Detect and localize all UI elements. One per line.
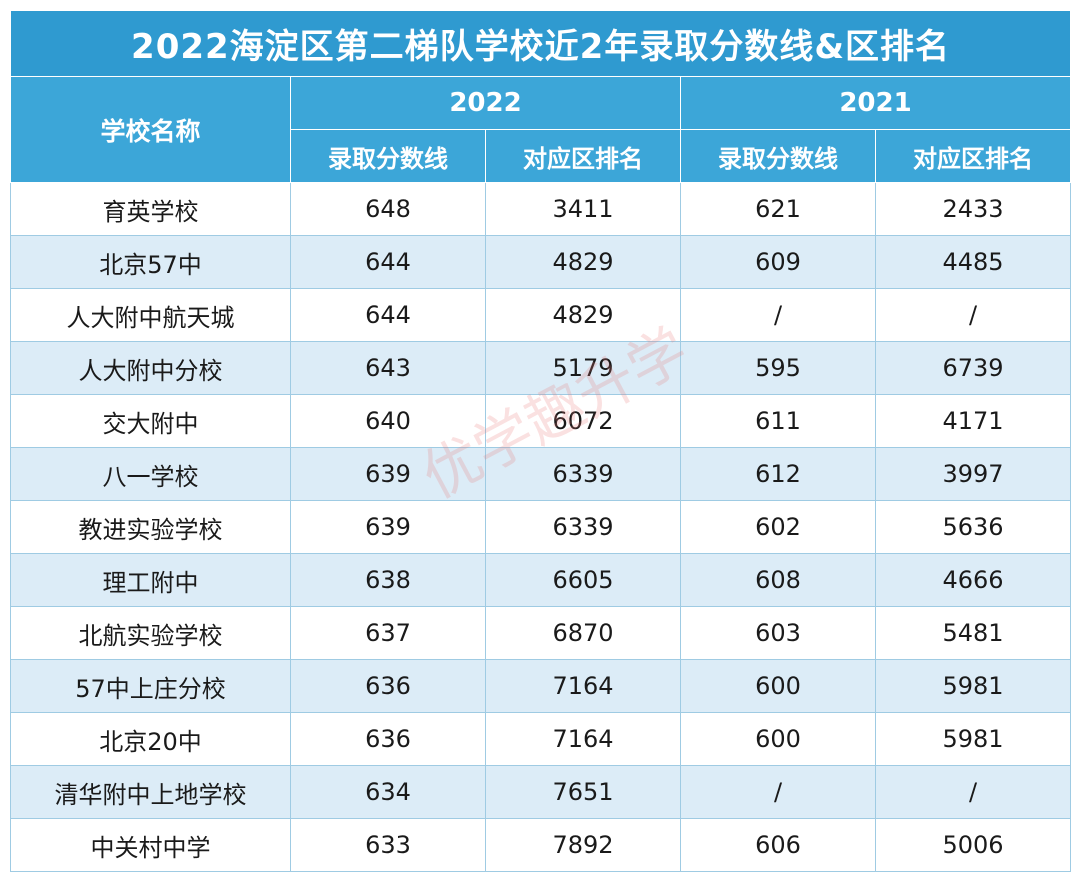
cell-school: 八一学校 [10, 447, 291, 501]
cell-score-2022: 648 [290, 182, 486, 236]
cell-school: 清华附中上地学校 [10, 765, 291, 819]
cell-rank-2021: 5981 [874, 659, 1072, 713]
cell-rank-2022: 6072 [485, 394, 681, 448]
header-score-2022: 录取分数线 [290, 129, 486, 183]
cell-score-2022: 638 [290, 553, 486, 607]
cell-school: 北航实验学校 [10, 606, 291, 660]
cell-rank-2021: 4171 [874, 394, 1072, 448]
cell-school: 理工附中 [10, 553, 291, 607]
header-year-2022: 2022 [290, 76, 681, 130]
cell-rank-2022: 4829 [485, 288, 681, 342]
score-table-sheet: 2022海淀区第二梯队学校近2年录取分数线&区排名 学校名称 2022 2021… [9, 10, 1072, 872]
cell-score-2022: 644 [290, 288, 486, 342]
cell-score-2021: 606 [680, 818, 876, 872]
cell-school: 教进实验学校 [10, 500, 291, 554]
table-row: 育英学校 648 3411 621 2433 [10, 182, 1072, 236]
cell-school: 北京20中 [10, 712, 291, 766]
cell-score-2022: 636 [290, 659, 486, 713]
cell-score-2021: 609 [680, 235, 876, 289]
header-school-name: 学校名称 [10, 76, 291, 183]
table-row: 交大附中 640 6072 611 4171 [10, 394, 1072, 448]
cell-rank-2022: 4829 [485, 235, 681, 289]
cell-score-2021: 612 [680, 447, 876, 501]
cell-rank-2022: 7164 [485, 712, 681, 766]
cell-school: 人大附中航天城 [10, 288, 291, 342]
cell-rank-2021: 5481 [874, 606, 1072, 660]
cell-school: 中关村中学 [10, 818, 291, 872]
cell-rank-2021: / [874, 288, 1072, 342]
cell-rank-2021: 4485 [874, 235, 1072, 289]
cell-school: 57中上庄分校 [10, 659, 291, 713]
table-row: 八一学校 639 6339 612 3997 [10, 447, 1072, 501]
cell-rank-2022: 3411 [485, 182, 681, 236]
cell-score-2022: 636 [290, 712, 486, 766]
table-row: 北京57中 644 4829 609 4485 [10, 235, 1072, 289]
table-row: 中关村中学 633 7892 606 5006 [10, 818, 1072, 872]
cell-score-2021: / [680, 288, 876, 342]
cell-rank-2022: 6605 [485, 553, 681, 607]
cell-score-2022: 643 [290, 341, 486, 395]
cell-rank-2022: 7892 [485, 818, 681, 872]
score-table: 2022海淀区第二梯队学校近2年录取分数线&区排名 学校名称 2022 2021… [9, 10, 1072, 872]
header-rank-2022: 对应区排名 [485, 129, 681, 183]
cell-rank-2022: 6339 [485, 500, 681, 554]
table-title: 2022海淀区第二梯队学校近2年录取分数线&区排名 [9, 10, 1072, 77]
header-score-2021: 录取分数线 [680, 129, 876, 183]
cell-score-2022: 639 [290, 500, 486, 554]
cell-score-2021: 603 [680, 606, 876, 660]
cell-rank-2021: 6739 [874, 341, 1072, 395]
cell-school: 北京57中 [10, 235, 291, 289]
header-rank-2021: 对应区排名 [874, 129, 1072, 183]
cell-rank-2021: 5981 [874, 712, 1072, 766]
cell-rank-2021: / [874, 765, 1072, 819]
cell-school: 人大附中分校 [10, 341, 291, 395]
cell-score-2021: 608 [680, 553, 876, 607]
cell-score-2022: 640 [290, 394, 486, 448]
cell-rank-2022: 7164 [485, 659, 681, 713]
table-row: 教进实验学校 639 6339 602 5636 [10, 500, 1072, 554]
cell-rank-2022: 7651 [485, 765, 681, 819]
cell-rank-2022: 6339 [485, 447, 681, 501]
cell-score-2021: / [680, 765, 876, 819]
cell-score-2022: 633 [290, 818, 486, 872]
table-row: 清华附中上地学校 634 7651 / / [10, 765, 1072, 819]
cell-school: 育英学校 [10, 182, 291, 236]
cell-rank-2021: 5636 [874, 500, 1072, 554]
cell-score-2021: 600 [680, 712, 876, 766]
cell-school: 交大附中 [10, 394, 291, 448]
table-row: 人大附中分校 643 5179 595 6739 [10, 341, 1072, 395]
table-row: 北京20中 636 7164 600 5981 [10, 712, 1072, 766]
cell-score-2022: 639 [290, 447, 486, 501]
cell-score-2022: 637 [290, 606, 486, 660]
cell-rank-2021: 5006 [874, 818, 1072, 872]
cell-score-2021: 600 [680, 659, 876, 713]
cell-score-2022: 644 [290, 235, 486, 289]
cell-score-2021: 611 [680, 394, 876, 448]
cell-rank-2021: 3997 [874, 447, 1072, 501]
cell-score-2021: 595 [680, 341, 876, 395]
table-row: 北航实验学校 637 6870 603 5481 [10, 606, 1072, 660]
table-row: 57中上庄分校 636 7164 600 5981 [10, 659, 1072, 713]
cell-rank-2021: 2433 [874, 182, 1072, 236]
cell-score-2021: 602 [680, 500, 876, 554]
cell-rank-2022: 6870 [485, 606, 681, 660]
table-row: 人大附中航天城 644 4829 / / [10, 288, 1072, 342]
cell-score-2021: 621 [680, 182, 876, 236]
cell-rank-2022: 5179 [485, 341, 681, 395]
table-row: 理工附中 638 6605 608 4666 [10, 553, 1072, 607]
cell-rank-2021: 4666 [874, 553, 1072, 607]
header-year-2021: 2021 [679, 76, 1072, 130]
cell-score-2022: 634 [290, 765, 486, 819]
